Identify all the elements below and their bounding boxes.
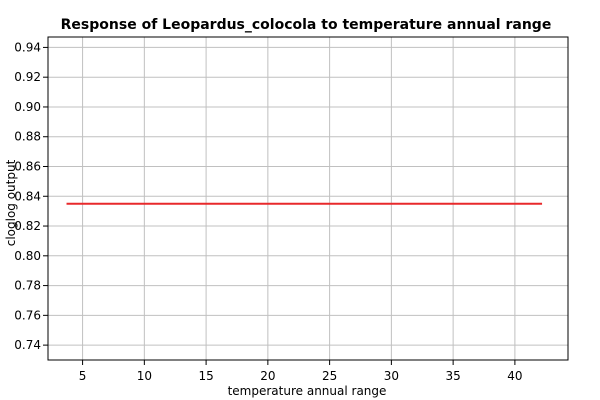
x-axis-label: temperature annual range — [228, 384, 387, 398]
x-tick-label: 20 — [260, 369, 275, 383]
y-tick-label: 0.80 — [14, 249, 41, 263]
x-tick-label: 10 — [137, 369, 152, 383]
x-tick-label: 15 — [198, 369, 213, 383]
y-tick-label: 0.92 — [14, 70, 41, 84]
y-tick-label: 0.86 — [14, 159, 41, 173]
x-tick-label: 5 — [79, 369, 87, 383]
grid-layer — [48, 37, 568, 360]
y-tick-label: 0.84 — [14, 189, 41, 203]
plot-frame — [47, 36, 569, 361]
tick-layer: 5 10 15 20 25 30 35 40 0.74 0.76 0.78 0.80 0.82 0.84 0… — [14, 40, 522, 383]
y-tick-label: 0.94 — [14, 40, 41, 54]
y-tick-label: 0.88 — [14, 130, 41, 144]
x-tick-label: 30 — [384, 369, 399, 383]
y-tick-label: 0.82 — [14, 219, 41, 233]
y-axis-label: cloglog output — [4, 159, 18, 246]
x-tick-label: 25 — [322, 369, 337, 383]
x-tick-label: 35 — [445, 369, 460, 383]
y-tick-label: 0.74 — [14, 338, 41, 352]
x-tick-label: 40 — [507, 369, 522, 383]
chart-title: Response of Leopardus_colocola to temper… — [61, 17, 552, 33]
y-tick-label: 0.76 — [14, 308, 41, 322]
y-tick-label: 0.78 — [14, 279, 41, 293]
y-tick-label: 0.90 — [14, 100, 41, 114]
